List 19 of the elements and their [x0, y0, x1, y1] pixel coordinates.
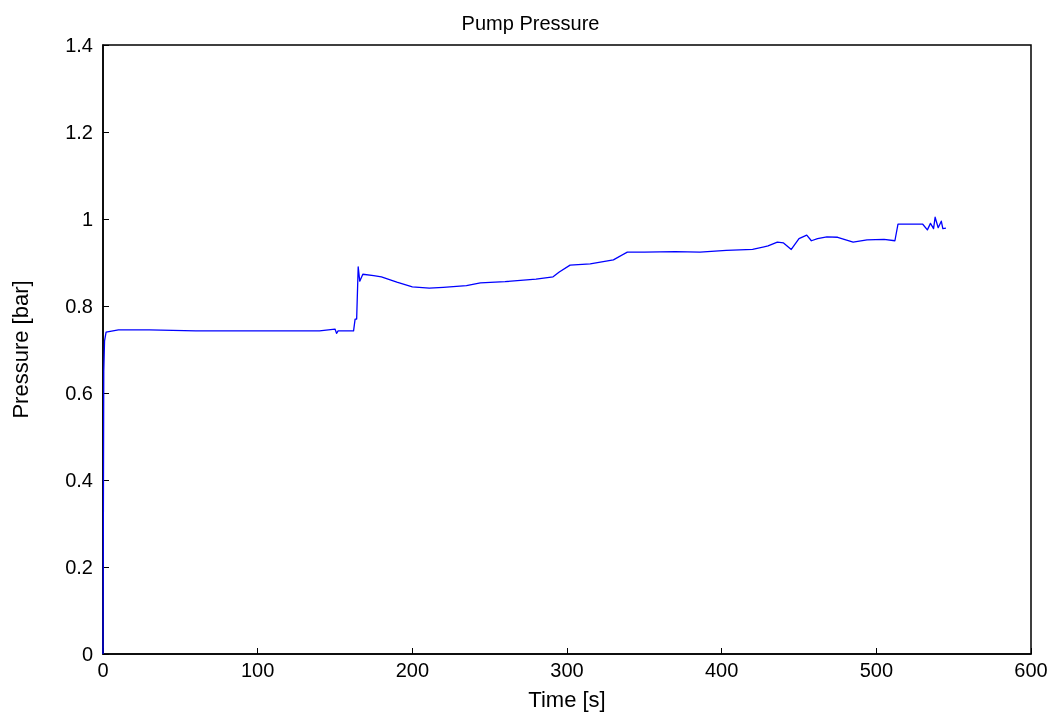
x-tick-label: 300: [550, 659, 584, 681]
y-tick-label: 1.2: [65, 121, 93, 143]
chart-title: Pump Pressure: [461, 12, 600, 34]
y-tick-label: 0: [81, 643, 93, 665]
y-tick-label: 0.8: [65, 295, 93, 317]
x-axis-title: Time [s]: [528, 686, 606, 712]
y-tick-label: 0.4: [65, 469, 93, 491]
y-tick-label: 1: [81, 208, 93, 230]
x-tick-label: 0: [97, 659, 109, 681]
x-tick-label: 100: [240, 659, 275, 681]
y-tick-label: 0.6: [65, 382, 93, 404]
x-tick-label: 600: [1014, 659, 1048, 681]
y-axis-title: Pressure [bar]: [7, 280, 33, 419]
x-tick-label: 200: [395, 659, 430, 681]
y-tick-label: 1.4: [65, 34, 93, 56]
x-tick-label: 500: [859, 659, 894, 681]
y-tick-label: 0.2: [65, 556, 93, 578]
line-series: [102, 216, 947, 655]
x-tick-label: 400: [704, 659, 739, 681]
